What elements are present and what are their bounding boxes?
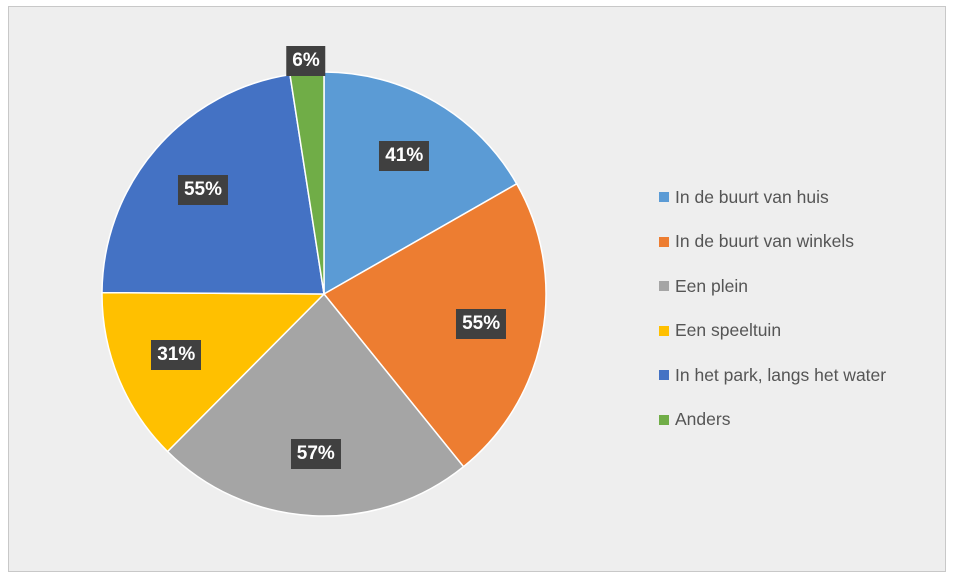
legend-label: Een speeltuin bbox=[675, 320, 782, 341]
pie-slice bbox=[166, 292, 465, 517]
data-label: 31% bbox=[151, 339, 202, 370]
legend-swatch bbox=[659, 281, 669, 292]
pie-slice bbox=[322, 182, 547, 468]
legend-label: In de buurt van winkels bbox=[675, 231, 854, 252]
legend-label: In de buurt van huis bbox=[675, 186, 829, 207]
legend-swatch bbox=[659, 370, 669, 381]
legend-swatch bbox=[659, 325, 669, 336]
legend-item: In de buurt van winkels bbox=[659, 220, 886, 265]
chart-area: 41% 55% 57% 31% 55% 6% In de buurt van huis In… bbox=[8, 6, 946, 572]
legend-swatch bbox=[659, 414, 669, 425]
data-label: 57% bbox=[290, 438, 341, 469]
data-label: 6% bbox=[286, 45, 326, 76]
data-label: 41% bbox=[379, 140, 430, 171]
legend-swatch bbox=[659, 236, 669, 247]
legend-item: In de buurt van huis bbox=[659, 175, 886, 220]
pie-slice bbox=[323, 71, 518, 296]
legend-item: Een speeltuin bbox=[659, 309, 886, 354]
legend-label: In het park, langs het water bbox=[675, 364, 887, 385]
legend-label: Een plein bbox=[675, 275, 748, 296]
legend-swatch bbox=[659, 192, 669, 203]
pie-slice bbox=[101, 291, 326, 453]
legend: In de buurt van huis In de buurt van wink… bbox=[659, 175, 886, 442]
legend-item: Een plein bbox=[659, 264, 886, 309]
legend-label: Anders bbox=[675, 409, 731, 430]
data-label: 55% bbox=[456, 308, 507, 339]
data-label: 55% bbox=[177, 174, 228, 205]
legend-item: In het park, langs het water bbox=[659, 353, 886, 398]
legend-item: Anders bbox=[659, 398, 886, 443]
